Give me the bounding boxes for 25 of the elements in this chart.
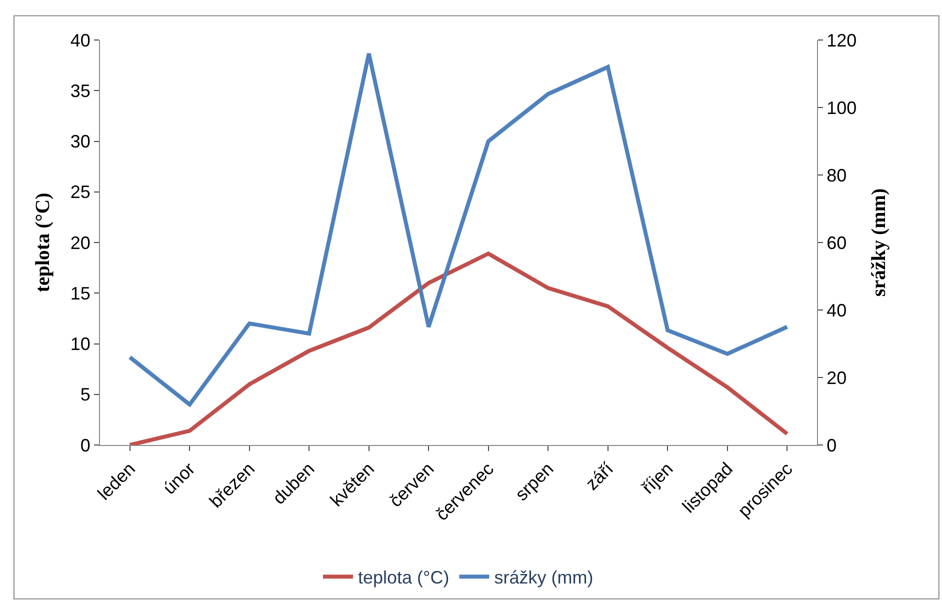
y-tick-label: 15	[70, 283, 90, 304]
y2-tick-label: 60	[826, 232, 847, 253]
x-tick-label: říjen	[638, 458, 677, 498]
y2-tick-label: 100	[826, 98, 857, 118]
y-tick-label: 20	[70, 232, 90, 253]
legend-label: teplota (°C)	[358, 568, 450, 588]
y-tick-label: 0	[80, 435, 90, 456]
y-tick-label: 25	[70, 182, 90, 202]
y2-tick-label: 20	[826, 368, 847, 388]
line-series	[128, 252, 790, 445]
y-tick-label: 10	[70, 334, 90, 354]
y-tick-label: 30	[70, 132, 90, 152]
x-tick-label: září	[582, 458, 618, 494]
line-series	[128, 52, 790, 406]
legend-label: srážky (mm)	[494, 568, 594, 588]
x-tick-label: únor	[159, 458, 199, 498]
y-tick-label: 40	[70, 30, 90, 50]
y-tick-label: 5	[80, 384, 90, 405]
y-tick-label: 35	[70, 80, 90, 101]
y2-tick-label: 0	[826, 435, 837, 456]
y2-tick-label: 40	[826, 300, 847, 320]
y2-axis-title: srážky (mm)	[868, 188, 890, 297]
y-axis-title: teplota (°C)	[32, 192, 54, 292]
y2-tick-label: 80	[826, 165, 847, 186]
y2-tick-label: 120	[826, 30, 857, 50]
